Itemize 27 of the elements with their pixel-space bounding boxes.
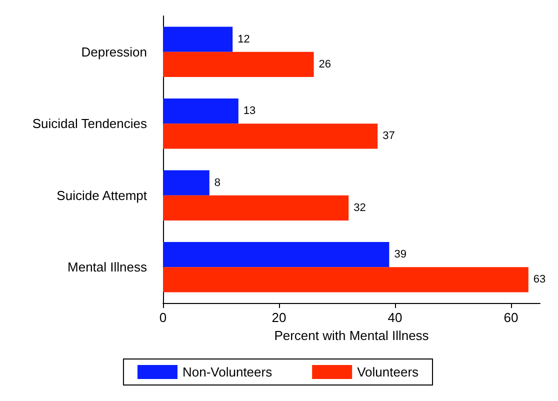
data-label: 13 <box>243 105 256 118</box>
x-tick-label: 40 <box>388 310 402 325</box>
y-tick-label: Depression <box>81 44 147 60</box>
bar <box>163 26 233 52</box>
data-label: 12 <box>238 33 250 46</box>
x-tick-label: 60 <box>504 310 518 325</box>
y-tick-label: Suicide Attempt <box>56 188 148 203</box>
x-tick-label: 0 <box>159 310 167 325</box>
data-label: 63 <box>533 274 546 286</box>
data-label: 26 <box>318 58 332 70</box>
bar <box>163 98 238 124</box>
bar <box>163 267 528 292</box>
y-tick-label: Mental Illness <box>68 260 148 275</box>
data-label: 8 <box>214 176 221 189</box>
bar <box>163 170 210 196</box>
x-axis-title: Percent with Mental Illness <box>274 328 430 343</box>
bar <box>163 124 378 149</box>
bar <box>163 242 390 268</box>
legend-label: Non-Volunteers <box>182 364 273 380</box>
legend-label: Volunteers <box>357 364 420 380</box>
data-label: 37 <box>382 130 395 142</box>
x-tick-label: 20 <box>272 310 286 325</box>
data-label: 32 <box>354 202 366 214</box>
y-tick-label: Suicidal Tendencies <box>32 116 148 132</box>
bar <box>163 195 349 220</box>
bar <box>163 52 314 77</box>
data-label: 39 <box>394 248 406 261</box>
